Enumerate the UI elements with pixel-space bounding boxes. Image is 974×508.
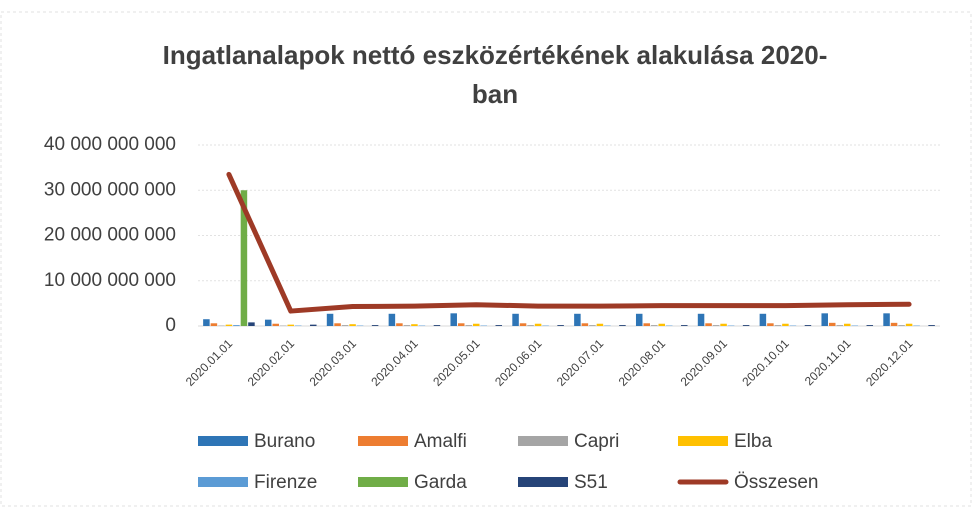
legend-swatch <box>358 477 408 487</box>
legend-swatch <box>518 436 568 446</box>
legend-label: Amalfi <box>414 431 467 452</box>
bar <box>240 190 248 326</box>
bar <box>681 325 688 326</box>
bar <box>512 313 519 326</box>
bar <box>828 322 836 326</box>
bar <box>433 325 441 326</box>
legend-label: S51 <box>574 472 608 493</box>
y-tick-label: 30 000 000 000 <box>44 179 176 200</box>
bar <box>519 323 527 326</box>
bar <box>411 324 418 326</box>
bar <box>635 313 643 326</box>
bar <box>233 325 240 326</box>
chart-title: Ingatlanalapok nettó eszközértékének ala… <box>163 40 828 70</box>
y-tick-label: 40 000 000 000 <box>44 134 176 155</box>
bar <box>767 323 774 326</box>
legend-label: Firenze <box>254 472 317 493</box>
bar <box>883 313 890 326</box>
bar <box>774 325 782 326</box>
legend-swatch <box>518 477 568 487</box>
bar <box>804 325 812 326</box>
bar <box>782 323 789 326</box>
legend-label: Garda <box>414 472 467 493</box>
bar <box>388 313 396 326</box>
legend-label: Burano <box>254 431 315 452</box>
bar <box>527 325 534 326</box>
bar <box>248 322 255 326</box>
legend-label: Capri <box>574 431 619 452</box>
bar <box>658 323 666 326</box>
bar <box>310 324 317 326</box>
bar <box>534 323 542 326</box>
bar <box>843 323 851 326</box>
legend-swatch <box>678 436 728 446</box>
bar <box>619 325 626 326</box>
bar <box>821 313 828 326</box>
bar <box>472 323 480 326</box>
bar <box>371 325 379 326</box>
bar <box>396 323 403 326</box>
bar <box>581 323 589 326</box>
legend-swatch <box>358 436 408 446</box>
bar <box>287 324 295 326</box>
bar <box>334 323 341 326</box>
bar <box>697 313 705 326</box>
bar <box>905 323 913 326</box>
bar <box>403 325 411 326</box>
line <box>226 171 912 314</box>
bar <box>742 325 750 326</box>
legend-label: Összesen <box>734 472 818 493</box>
bar <box>596 323 604 326</box>
bar <box>341 325 349 326</box>
bar <box>210 323 218 326</box>
bar <box>557 325 564 326</box>
legend-label: Elba <box>734 431 772 452</box>
bar <box>643 323 650 326</box>
bar <box>898 325 905 326</box>
bar <box>650 325 658 326</box>
bar <box>720 323 727 326</box>
bar <box>890 322 898 326</box>
bar <box>450 313 457 326</box>
bar <box>465 325 472 326</box>
bar <box>457 323 465 326</box>
bar <box>203 319 210 326</box>
bar <box>264 319 272 326</box>
y-tick-label: 0 <box>165 315 176 336</box>
bar <box>495 325 503 326</box>
bar <box>326 313 334 326</box>
bar <box>712 325 720 326</box>
bar <box>836 325 843 326</box>
bar <box>759 313 767 326</box>
bar <box>589 325 596 326</box>
bar <box>272 323 279 326</box>
legend-swatch <box>198 436 248 446</box>
bar <box>349 324 356 326</box>
bar <box>574 313 581 326</box>
bar <box>225 324 233 326</box>
legend-swatch <box>198 477 248 487</box>
y-tick-label: 10 000 000 000 <box>44 270 176 291</box>
chart-border <box>0 11 972 507</box>
chart-title: ban <box>472 79 518 109</box>
bar <box>928 325 935 326</box>
y-tick-label: 20 000 000 000 <box>44 225 176 246</box>
bar <box>705 323 712 326</box>
bar <box>866 325 874 326</box>
